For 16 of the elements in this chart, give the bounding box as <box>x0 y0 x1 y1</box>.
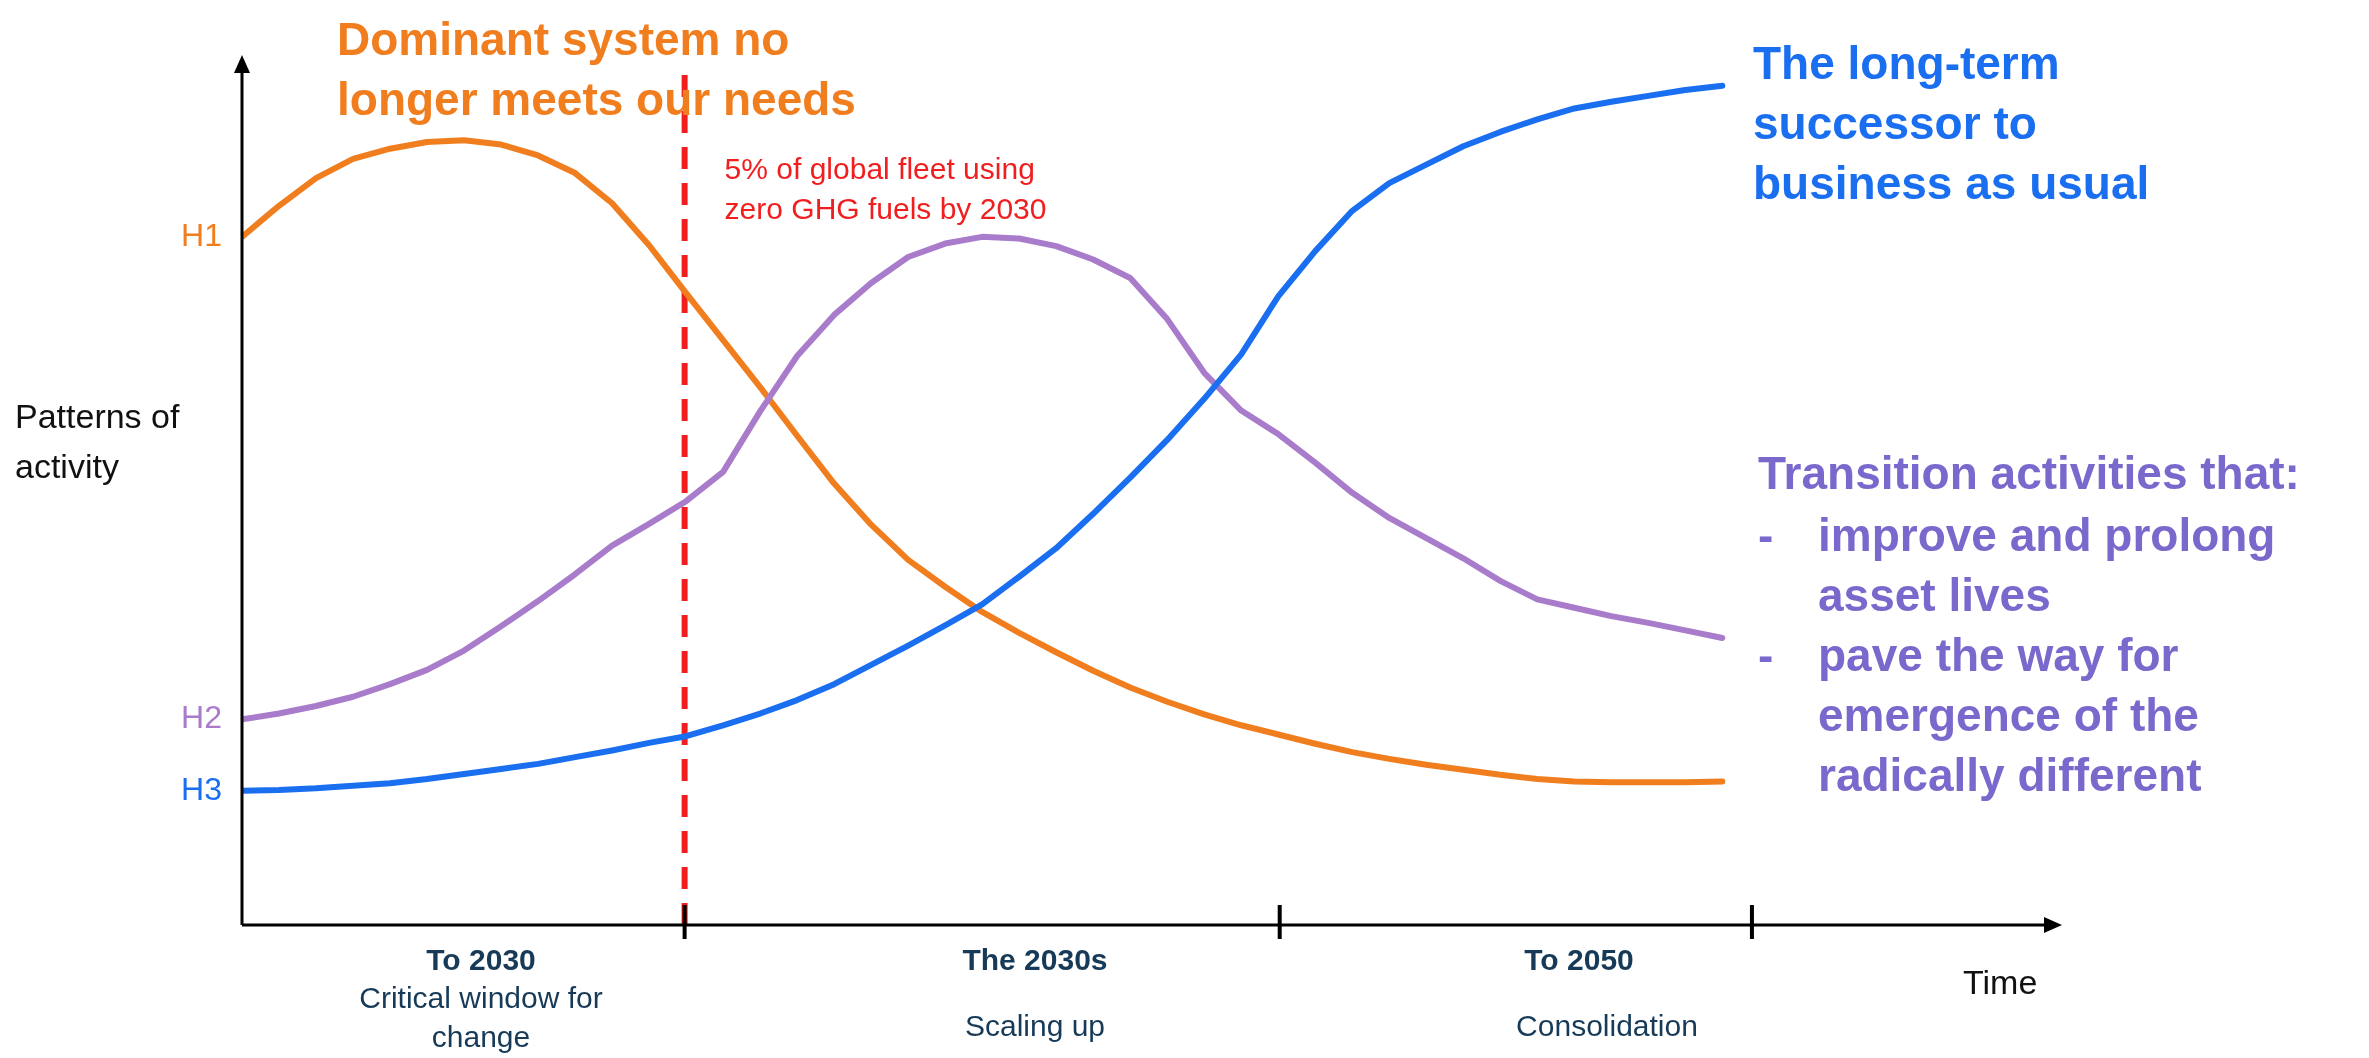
text: To 2030 <box>425 942 537 978</box>
text: - pave the way for emergence of the radically different <box>1758 628 2203 803</box>
text: To 2050 <box>1523 942 1635 978</box>
text: The long-term successor to business as usual <box>1753 36 2151 211</box>
text: Scaling up <box>963 1008 1107 1044</box>
text: Transition activities that: <box>1758 446 2301 501</box>
series-label: H2 <box>181 699 222 737</box>
text: Critical window for change <box>358 980 604 1055</box>
series-label: H1 <box>181 216 222 254</box>
text: 5% of global fleet using zero GHG fuels by 2030 <box>724 152 1047 225</box>
y-axis-title: Patterns of activity <box>15 396 181 487</box>
text: Time <box>1963 962 2038 1003</box>
annotation: Dominant system no longer meets our needs <box>337 12 857 127</box>
text: Consolidation <box>1515 1008 1699 1044</box>
series-label: H3 <box>181 770 222 808</box>
text: The 2030s <box>961 942 1109 978</box>
